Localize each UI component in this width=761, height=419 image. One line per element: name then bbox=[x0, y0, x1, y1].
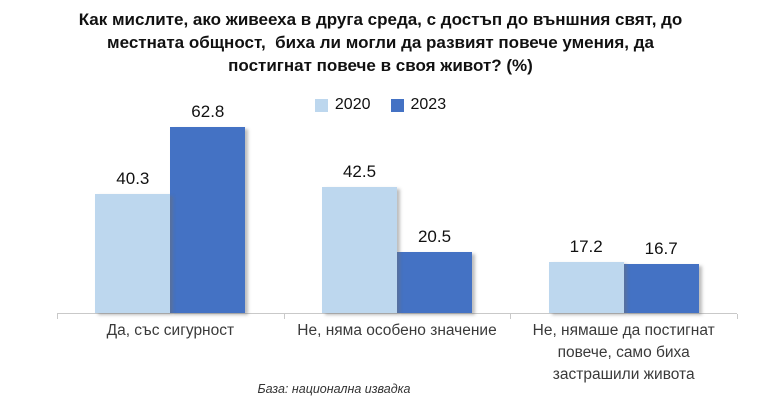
bar-with-label: 62.8 bbox=[170, 102, 246, 313]
category-label: Да, със сигурност bbox=[106, 322, 235, 339]
axis-tick bbox=[510, 314, 511, 319]
value-label-2023: 62.8 bbox=[191, 102, 225, 121]
legend-swatch-2020-icon bbox=[314, 98, 328, 112]
bar-with-label: 20.5 bbox=[397, 228, 472, 313]
bar-2020 bbox=[322, 187, 397, 313]
axis-tick bbox=[57, 314, 58, 319]
chart-title: Как мислите, ако живееха в друга среда, … bbox=[78, 10, 683, 75]
bar-2020 bbox=[95, 194, 171, 313]
category-label: Не, нямаше да постигнат повече, само бих… bbox=[532, 322, 715, 383]
legend-label-2020: 2020 bbox=[334, 96, 371, 113]
bar-group: 17.2 16.7 bbox=[510, 93, 737, 313]
category-axis-labels: Да, със сигурност Не, няма особено значен… bbox=[57, 320, 737, 386]
bar-group: 42.5 20.5 bbox=[284, 93, 511, 313]
bar-with-label: 17.2 bbox=[548, 237, 624, 313]
value-label-2020: 17.2 bbox=[569, 237, 603, 256]
value-label-2023: 16.7 bbox=[644, 239, 678, 258]
bar-with-label: 40.3 bbox=[95, 169, 171, 313]
legend-label-2023: 2023 bbox=[410, 96, 447, 113]
plot-area: 40.3 62.8 42.5 20.5 17.2 16.7 bbox=[57, 93, 737, 313]
chart-legend: 2020 2023 bbox=[0, 96, 761, 114]
axis-tick bbox=[737, 314, 738, 319]
bar-2023 bbox=[170, 127, 246, 313]
category-label: Не, няма особено значение bbox=[297, 322, 497, 339]
bar-with-label: 16.7 bbox=[623, 239, 699, 313]
bar-group: 40.3 62.8 bbox=[57, 93, 284, 313]
bar-with-label: 42.5 bbox=[322, 163, 397, 313]
legend-swatch-2023-icon bbox=[390, 98, 404, 112]
legend-item-2023: 2023 bbox=[390, 96, 447, 114]
legend-item-2020: 2020 bbox=[314, 96, 371, 114]
bar-2023 bbox=[397, 252, 472, 313]
x-axis bbox=[57, 313, 738, 319]
bar-2020 bbox=[548, 262, 624, 313]
value-label-2020: 42.5 bbox=[342, 162, 377, 181]
value-label-2023: 20.5 bbox=[417, 227, 452, 246]
source-note: База: национална извадка bbox=[257, 382, 411, 396]
value-label-2020: 40.3 bbox=[116, 169, 150, 188]
axis-tick bbox=[284, 314, 285, 319]
bar-2023 bbox=[623, 264, 699, 313]
